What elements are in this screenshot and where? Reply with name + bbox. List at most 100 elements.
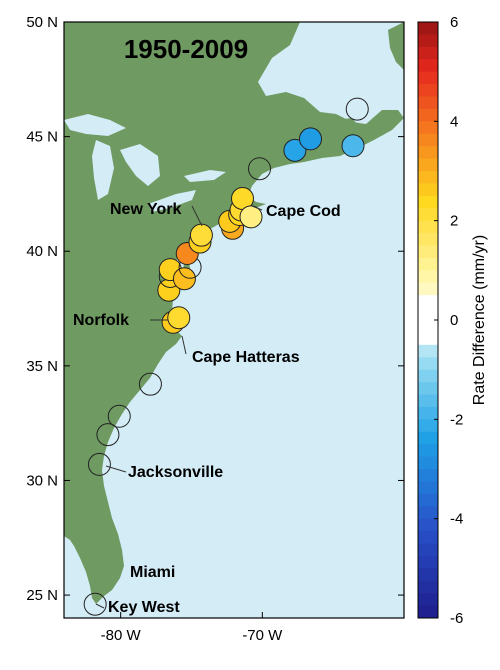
colorbar-cell: [418, 295, 438, 309]
colorbar-cell: [418, 245, 438, 259]
land-newfoundland: [388, 22, 404, 70]
colorbar-cell: [418, 208, 438, 222]
map-border: [63, 21, 405, 619]
colorbar-cell: [418, 394, 438, 408]
colorbar-cell: [418, 382, 438, 395]
colorbar-cell: [418, 543, 438, 557]
colorbar-cell: [418, 580, 438, 594]
colorbar-cell: [418, 96, 438, 110]
longitude-ticks: -80 W -70 W: [101, 612, 283, 644]
colorbar-cell: [418, 257, 438, 271]
station-marker-7: [167, 306, 191, 330]
colorbar-cell: [418, 431, 438, 445]
latitude-ticks: 25 N 30 N 35 N 40 N 45 N 50 N: [26, 14, 404, 604]
colorbar-cell: [418, 133, 438, 147]
label-miami: Miami: [130, 564, 175, 581]
colorbar-cell: [418, 568, 438, 582]
station-marker-23: [283, 138, 307, 162]
station-marker-26: [345, 97, 369, 121]
colorbar-cell: [418, 59, 438, 73]
colorbar-cell: [418, 406, 438, 420]
colorbar-cell: [418, 195, 438, 209]
label-leaders: [95, 205, 263, 609]
label-key-west: Key West: [108, 599, 180, 616]
label-norfolk: Norfolk: [73, 312, 129, 329]
colorbar-cell: [418, 233, 438, 246]
colorbar-cell: [418, 444, 438, 458]
colorbar-cell: [418, 171, 438, 184]
lat-tick-label: 50 N: [26, 14, 58, 31]
colorbar-cell: [418, 469, 438, 482]
station-marker-11: [172, 267, 196, 291]
colorbar-cell: [418, 506, 438, 520]
colorbar-ticks: 6 4 2 0 -2 -4 -6: [434, 14, 463, 627]
colorbar-cell: [418, 419, 438, 433]
colorbar-cell: [418, 481, 438, 495]
lake-ontario: [184, 170, 226, 182]
colorbar-cell: [418, 108, 438, 122]
colorbar-cell: [418, 493, 438, 507]
colorbar-tick-label: -2: [450, 411, 463, 428]
colorbar-cell: [418, 518, 438, 532]
map-area: [64, 22, 404, 618]
gulf-st-lawrence: [284, 22, 388, 102]
colorbar-cell: [418, 332, 438, 346]
colorbar-tick-label: 2: [450, 213, 458, 230]
colorbar-cell: [418, 22, 438, 35]
colorbar-cell: [418, 146, 438, 160]
lat-tick-label: 45 N: [26, 129, 58, 146]
label-cape-cod: Cape Cod: [266, 203, 341, 220]
colorbar-cell: [418, 605, 438, 619]
colorbar-tick-label: 4: [450, 113, 458, 130]
map-title: 1950-2009: [124, 34, 248, 64]
station-marker-24: [299, 127, 322, 151]
colorbar-tick-label: 6: [450, 14, 458, 31]
station-marker-5: [138, 372, 162, 396]
colorbar-tick-label: 0: [450, 312, 458, 329]
colorbar-cell: [418, 270, 438, 284]
colorbar-cell: [418, 282, 438, 296]
station-marker-2: [87, 452, 111, 476]
colorbar-cell: [418, 357, 438, 371]
colorbar-cell: [418, 344, 438, 358]
colorbar-tick-label: -4: [450, 511, 463, 528]
colorbar-cell: [418, 34, 438, 48]
label-new-york: New York: [110, 201, 182, 218]
lat-tick-label: 40 N: [26, 243, 58, 260]
colorbar-title: Rate Difference (mm/yr): [471, 235, 488, 405]
colorbar-tick-label: -6: [450, 610, 463, 627]
colorbar-cell: [418, 369, 438, 383]
station-marker-25: [341, 134, 365, 158]
colorbar-cell: [418, 531, 438, 544]
label-cape-hatteras: Cape Hatteras: [192, 349, 300, 366]
station-marker-15: [189, 223, 213, 247]
colorbar: 6 4 2 0 -2 -4 -6 Rate Difference (mm/yr): [417, 14, 488, 627]
colorbar-cell: [418, 593, 438, 607]
lat-tick-label: 30 N: [26, 472, 58, 489]
lat-tick-label: 35 N: [26, 358, 58, 375]
colorbar-cell: [418, 456, 438, 470]
colorbar-cell: [418, 121, 438, 135]
lake-erie: [148, 190, 196, 212]
station-marker-4: [107, 404, 131, 428]
colorbar-cell: [418, 183, 438, 197]
station-marker-22: [248, 157, 271, 181]
station-marker-21: [239, 205, 263, 229]
station-marker-1: [83, 592, 107, 616]
lon-tick-label: -80 W: [101, 627, 142, 644]
label-jacksonville: Jacksonville: [128, 464, 223, 481]
colorbar-cells: [418, 22, 438, 619]
colorbar-cell: [418, 158, 438, 172]
lake-michigan: [92, 140, 114, 200]
station-marker-3: [96, 423, 120, 447]
lake-superior: [64, 114, 126, 136]
lat-tick-label: 25 N: [26, 587, 58, 604]
lake-huron: [120, 144, 160, 186]
colorbar-cell: [418, 555, 438, 569]
colorbar-cell: [418, 320, 438, 333]
colorbar-cell: [418, 46, 438, 60]
colorbar-cell: [418, 84, 438, 97]
colorbar-cell: [418, 307, 438, 321]
